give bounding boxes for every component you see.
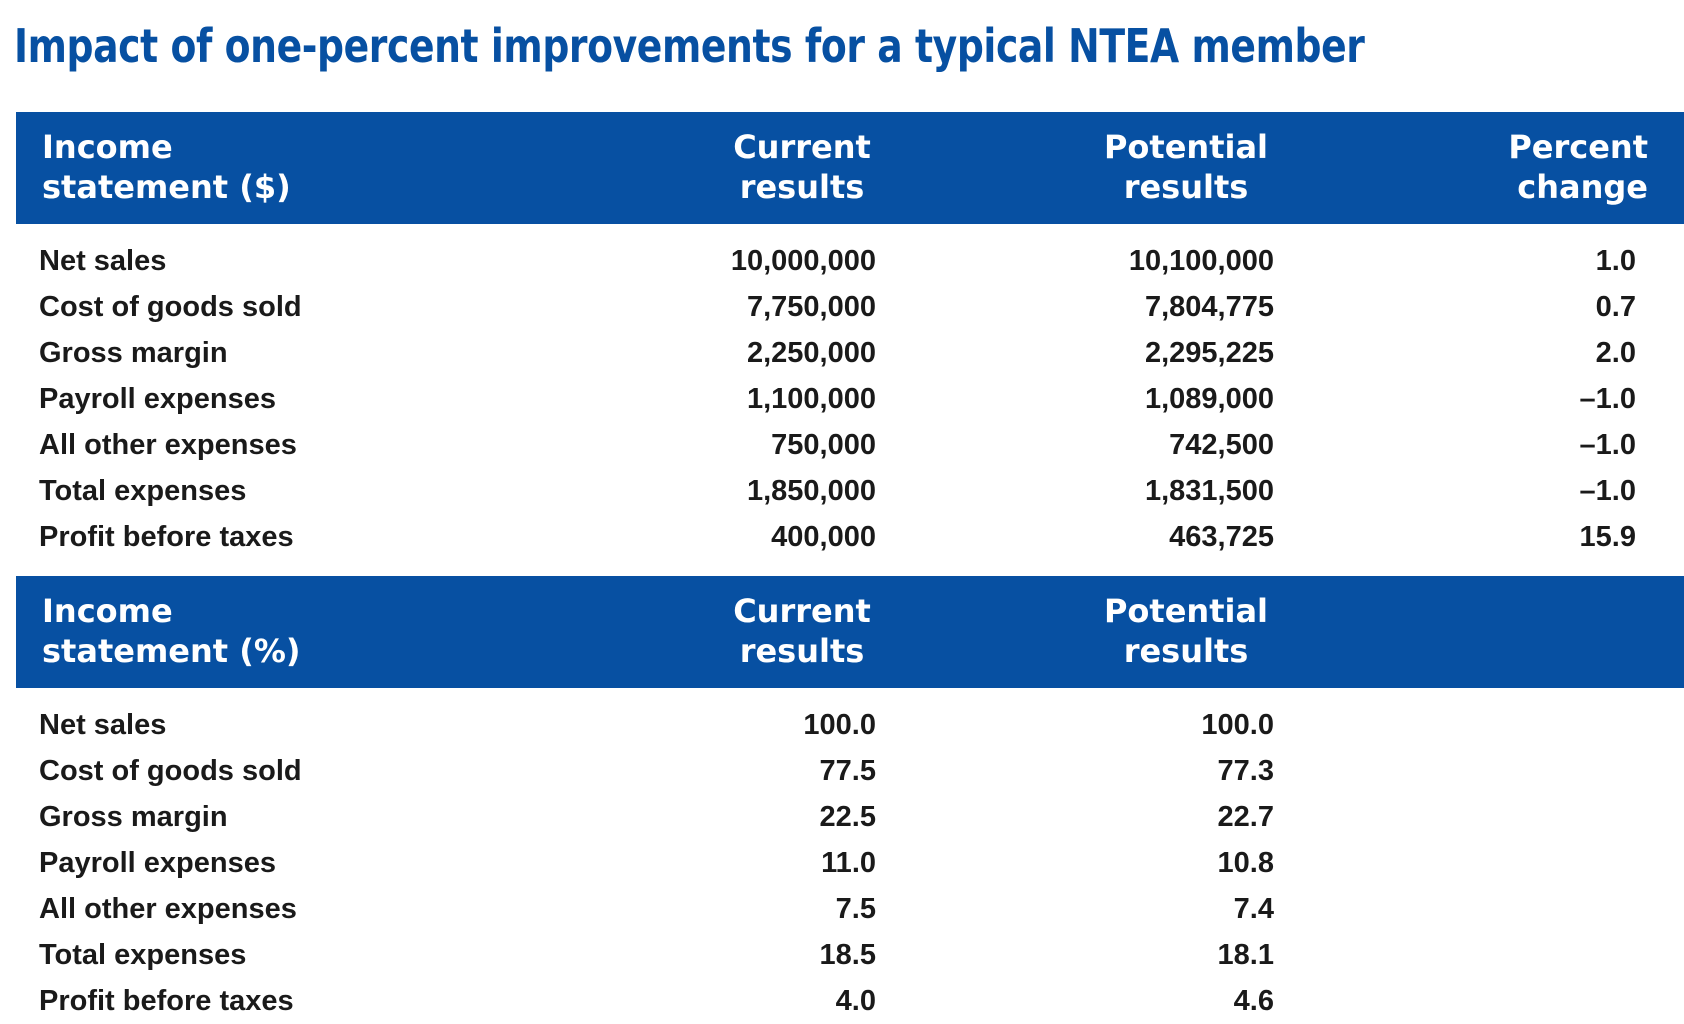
current-value: 22.5 (819, 801, 876, 833)
table-row: Payroll expenses 1,100,000 1,089,000 –1.… (16, 376, 1684, 422)
income-statement-percent-table: Income statement (%) Current results Pot… (16, 576, 1684, 1024)
table-row: Payroll expenses 11.0 10.8 (16, 840, 1684, 886)
potential-value: 18.1 (1217, 939, 1274, 971)
current-value: 18.5 (819, 939, 876, 971)
current-value: 100.0 (803, 709, 876, 741)
table-row: Total expenses 1,850,000 1,831,500 –1.0 (16, 468, 1684, 514)
current-value: 11.0 (821, 847, 876, 879)
table-row: Profit before taxes 400,000 463,725 15.9 (16, 514, 1684, 560)
row-label: Total expenses (39, 939, 247, 971)
percent-change-value: –1.0 (1579, 383, 1636, 415)
page-title: Impact of one-percent improvements for a… (14, 19, 1365, 73)
percent-change-value: 15.9 (1579, 521, 1636, 553)
table-row: All other expenses 7.5 7.4 (16, 886, 1684, 932)
table-row: Total expenses 18.5 18.1 (16, 932, 1684, 978)
header-potential-results: Potential results (1103, 128, 1269, 206)
potential-value: 7.4 (1233, 893, 1274, 925)
row-label: Payroll expenses (39, 847, 276, 879)
table-row: Cost of goods sold 7,750,000 7,804,775 0… (16, 284, 1684, 330)
potential-value: 10.8 (1217, 847, 1274, 879)
row-label: Profit before taxes (39, 985, 294, 1017)
percent-change-value: 1.0 (1595, 245, 1636, 277)
current-value: 400,000 (771, 521, 876, 553)
row-label: Gross margin (39, 801, 228, 833)
table-row: Gross margin 2,250,000 2,295,225 2.0 (16, 330, 1684, 376)
header-income-statement: Income statement (%) (42, 592, 301, 670)
table-row: Profit before taxes 4.0 4.6 (16, 978, 1684, 1024)
potential-value: 2,295,225 (1144, 337, 1274, 369)
potential-value: 10,100,000 (1128, 245, 1274, 277)
row-label: Net sales (39, 245, 167, 277)
row-label: Total expenses (39, 475, 247, 507)
current-value: 7,750,000 (746, 291, 876, 323)
row-label: Gross margin (39, 337, 228, 369)
percent-change-value: –1.0 (1579, 475, 1636, 507)
header-current-results: Current results (733, 128, 871, 206)
table-row: Gross margin 22.5 22.7 (16, 794, 1684, 840)
current-value: 4.0 (835, 985, 876, 1017)
current-value: 10,000,000 (730, 245, 876, 277)
row-label: Net sales (39, 709, 167, 741)
table-row: All other expenses 750,000 742,500 –1.0 (16, 422, 1684, 468)
row-label: Payroll expenses (39, 383, 276, 415)
current-value: 77.5 (819, 755, 876, 787)
percent-change-value: 2.0 (1595, 337, 1636, 369)
row-label: Cost of goods sold (39, 755, 302, 787)
header-income-statement: Income statement ($) (42, 128, 291, 206)
table-body: Net sales 10,000,000 10,100,000 1.0 Cost… (16, 224, 1684, 560)
table-row: Net sales 10,000,000 10,100,000 1.0 (16, 238, 1684, 284)
table-header: Income statement ($) Current results Pot… (16, 112, 1684, 224)
current-value: 1,100,000 (746, 383, 876, 415)
table-header: Income statement (%) Current results Pot… (16, 576, 1684, 688)
row-label: All other expenses (39, 429, 297, 461)
potential-value: 742,500 (1169, 429, 1274, 461)
table-row: Cost of goods sold 77.5 77.3 (16, 748, 1684, 794)
header-potential-results: Potential results (1103, 592, 1269, 670)
potential-value: 7,804,775 (1144, 291, 1274, 323)
current-value: 2,250,000 (746, 337, 876, 369)
income-statement-dollars-table: Income statement ($) Current results Pot… (16, 112, 1684, 560)
table-body: Net sales 100.0 100.0 Cost of goods sold… (16, 688, 1684, 1024)
row-label: Profit before taxes (39, 521, 294, 553)
row-label: Cost of goods sold (39, 291, 302, 323)
potential-value: 1,089,000 (1144, 383, 1274, 415)
potential-value: 463,725 (1169, 521, 1274, 553)
table-row: Net sales 100.0 100.0 (16, 702, 1684, 748)
potential-value: 4.6 (1233, 985, 1274, 1017)
potential-value: 1,831,500 (1144, 475, 1274, 507)
header-current-results: Current results (733, 592, 871, 670)
current-value: 7.5 (835, 893, 876, 925)
current-value: 1,850,000 (746, 475, 876, 507)
row-label: All other expenses (39, 893, 297, 925)
percent-change-value: –1.0 (1579, 429, 1636, 461)
percent-change-value: 0.7 (1595, 291, 1636, 323)
potential-value: 77.3 (1217, 755, 1274, 787)
potential-value: 100.0 (1201, 709, 1274, 741)
potential-value: 22.7 (1217, 801, 1274, 833)
current-value: 750,000 (771, 429, 876, 461)
header-percent-change: Percent change (1508, 128, 1648, 206)
